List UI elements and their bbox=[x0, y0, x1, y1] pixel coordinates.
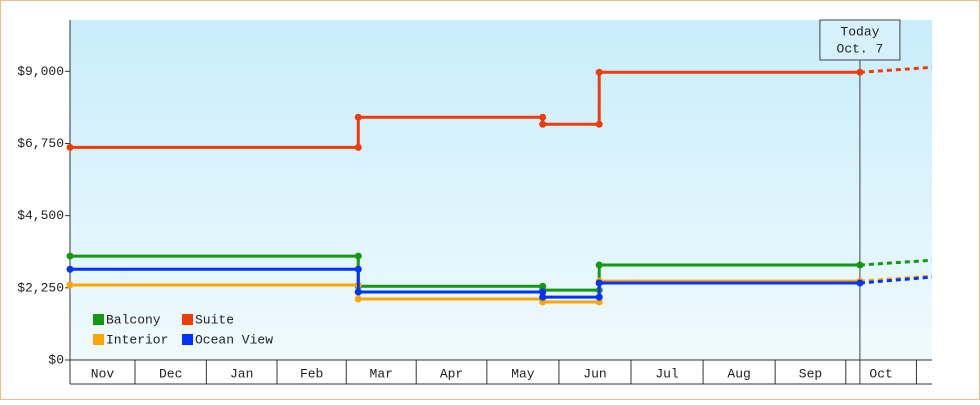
point bbox=[595, 68, 603, 76]
legend-swatch bbox=[93, 334, 104, 345]
x-tick-label: Jul bbox=[655, 366, 679, 381]
y-tick-label: $9,000 bbox=[17, 64, 64, 79]
legend-label: Interior bbox=[106, 332, 168, 347]
legend-swatch bbox=[182, 314, 193, 325]
legend-label: Balcony bbox=[106, 312, 161, 327]
point bbox=[66, 252, 74, 260]
point bbox=[66, 265, 74, 273]
x-tick-label: May bbox=[511, 366, 535, 381]
point bbox=[539, 120, 547, 128]
y-tick-label: $6,750 bbox=[17, 136, 64, 151]
legend-label: Suite bbox=[195, 312, 234, 327]
point bbox=[856, 68, 864, 76]
point bbox=[856, 261, 864, 269]
point bbox=[539, 293, 547, 301]
point bbox=[66, 281, 74, 289]
y-tick-label: $4,500 bbox=[17, 208, 64, 223]
point bbox=[354, 265, 362, 273]
x-tick-label: Mar bbox=[370, 366, 393, 381]
point bbox=[595, 120, 603, 128]
point bbox=[856, 279, 864, 287]
forecast-line bbox=[859, 65, 933, 74]
x-tick-label: Feb bbox=[300, 366, 323, 381]
point bbox=[539, 298, 547, 306]
y-tick-label: $2,250 bbox=[17, 280, 64, 295]
point bbox=[539, 288, 547, 296]
x-tick-label: Oct bbox=[869, 366, 892, 381]
point bbox=[354, 113, 362, 121]
y-tick-label: $0 bbox=[48, 352, 64, 367]
point bbox=[354, 288, 362, 296]
today-label: Today bbox=[840, 24, 879, 39]
series-line bbox=[70, 70, 860, 149]
point bbox=[354, 143, 362, 151]
legend-label: Ocean View bbox=[195, 332, 273, 347]
point bbox=[354, 252, 362, 260]
point bbox=[595, 261, 603, 269]
x-axis-band bbox=[70, 360, 932, 384]
forecast-line bbox=[859, 258, 933, 267]
point bbox=[595, 293, 603, 301]
point bbox=[595, 279, 603, 287]
forecast-line bbox=[859, 275, 933, 285]
point bbox=[539, 113, 547, 121]
legend-swatch bbox=[182, 334, 193, 345]
x-tick-label: Jun bbox=[583, 366, 606, 381]
point bbox=[595, 298, 603, 306]
plot-area bbox=[70, 20, 932, 360]
today-box bbox=[819, 19, 901, 61]
x-tick-label: Jan bbox=[230, 366, 253, 381]
x-tick-label: Apr bbox=[440, 366, 463, 381]
x-tick-label: Sep bbox=[799, 366, 822, 381]
point bbox=[66, 143, 74, 151]
legend-swatch bbox=[93, 314, 104, 325]
x-tick-label: Dec bbox=[159, 366, 182, 381]
x-tick-label: Aug bbox=[727, 366, 750, 381]
x-tick-label: Nov bbox=[91, 366, 115, 381]
point bbox=[354, 295, 362, 303]
today-label: Oct. 7 bbox=[837, 41, 884, 56]
